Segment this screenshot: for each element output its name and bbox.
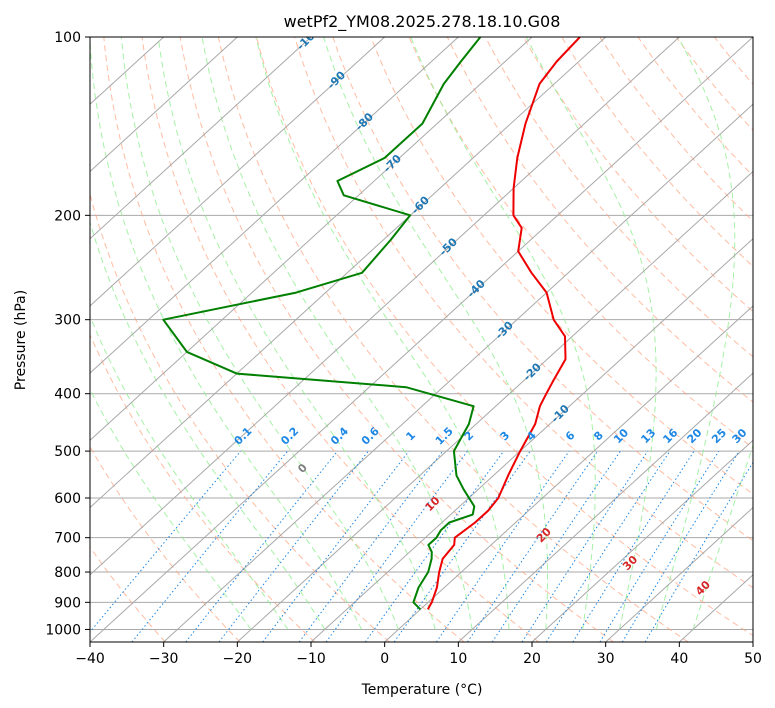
mixing-ratio-line <box>467 450 599 642</box>
mixing-ratio-line <box>364 450 505 642</box>
isotherm-line <box>90 37 238 173</box>
moist-adiabat <box>201 37 473 630</box>
mixing-ratio-label: 36 <box>750 426 770 446</box>
dry-adiabat <box>484 37 753 358</box>
y-tick-label: 100 <box>54 30 81 46</box>
moist-adiabat <box>255 37 510 630</box>
x-tick-label: 10 <box>449 651 467 667</box>
dry-adiabat <box>90 546 166 642</box>
moist-adiabat <box>692 443 753 630</box>
y-tick-label: 900 <box>54 595 81 611</box>
moist-adiabat <box>120 37 399 630</box>
mixing-ratio-line <box>90 450 242 633</box>
isotherm-line <box>605 506 753 642</box>
plot-area: -100-90-80-70-60-50-40-30-20-100.1 0.2 0.4… <box>90 37 770 642</box>
dry-adiabat <box>179 37 614 642</box>
x-tick-label: −40 <box>75 651 105 667</box>
mixing-ratio-line <box>521 450 649 642</box>
moist-adiabat <box>525 37 657 630</box>
x-tick-label: 40 <box>670 651 688 667</box>
mixing-ratio-line <box>572 450 695 642</box>
dry-adiabat <box>256 37 753 637</box>
mixing-ratio-line <box>262 450 410 642</box>
x-tick-label: −20 <box>223 651 253 667</box>
isotherm-line <box>90 37 680 576</box>
dry-adiabat <box>294 37 753 589</box>
x-axis-label: Temperature (°C) <box>361 682 483 698</box>
y-tick-label: 1000 <box>45 622 81 638</box>
x-tick-label: 30 <box>597 651 615 667</box>
temperature-trace <box>426 37 581 610</box>
isotherm-line <box>90 37 753 642</box>
isotherm-line <box>457 372 753 642</box>
y-axis-label: Pressure (hPa) <box>13 290 29 390</box>
isotherm-line <box>236 170 753 642</box>
isotherm-line <box>90 37 607 509</box>
x-tick-label: 0 <box>380 651 389 667</box>
moist-adiabat <box>90 388 252 630</box>
y-tick-label: 700 <box>54 531 81 547</box>
y-tick-label: 300 <box>54 313 81 329</box>
moist-adiabat <box>323 37 548 630</box>
isotherm-line <box>531 439 753 642</box>
isotherm-line <box>310 237 753 642</box>
dry-adiabat <box>446 37 753 403</box>
mixing-ratio-line <box>185 450 338 642</box>
dry-adiabat <box>217 37 689 642</box>
x-tick-label: −30 <box>149 651 179 667</box>
mixing-ratio-line <box>325 450 468 642</box>
moist-adiabat <box>90 37 363 630</box>
y-tick-label: 200 <box>54 208 81 224</box>
mixing-ratio-line <box>131 450 288 642</box>
axes: −40 −30 −20 −10 0 10 20 30 40 50 100 200 300 400 500 60… <box>45 30 762 667</box>
x-tick-label: −10 <box>296 651 326 667</box>
moist-adiabat <box>655 37 736 630</box>
chart-title: wetPf2_YM08.2025.278.18.10.G08 <box>284 12 561 32</box>
y-tick-label: 600 <box>54 491 81 507</box>
dry-adiabat <box>141 37 540 642</box>
isotherm-line <box>90 37 459 374</box>
dry-adiabat <box>332 37 753 542</box>
dry-adiabat <box>523 37 753 313</box>
dewpoint-trace <box>162 37 482 611</box>
mixing-ratio-line <box>298 450 444 642</box>
dry-adiabat <box>370 37 753 495</box>
isotherm-line <box>90 37 386 307</box>
dry-adiabat <box>90 192 390 642</box>
isotherm-line <box>384 305 753 642</box>
x-tick-label: 20 <box>523 651 541 667</box>
mixing-ratio-line <box>545 450 671 642</box>
plot-frame <box>89 36 754 643</box>
y-tick-label: 400 <box>54 387 81 403</box>
moist-adiabat <box>410 37 596 630</box>
mixing-ratio-line <box>435 450 570 642</box>
isotherm-line <box>90 37 533 442</box>
x-tick-label: 50 <box>744 651 762 667</box>
y-tick-label: 800 <box>54 565 81 581</box>
dry-adiabat <box>408 37 753 449</box>
isotherm-line <box>163 103 753 642</box>
moist-adiabat <box>157 37 436 630</box>
mixing-ratio-line <box>491 450 621 642</box>
y-tick-label: 500 <box>54 444 81 460</box>
moist-adiabat <box>90 314 289 630</box>
mixing-ratio-line <box>621 450 740 642</box>
isotherm-line <box>90 37 312 240</box>
